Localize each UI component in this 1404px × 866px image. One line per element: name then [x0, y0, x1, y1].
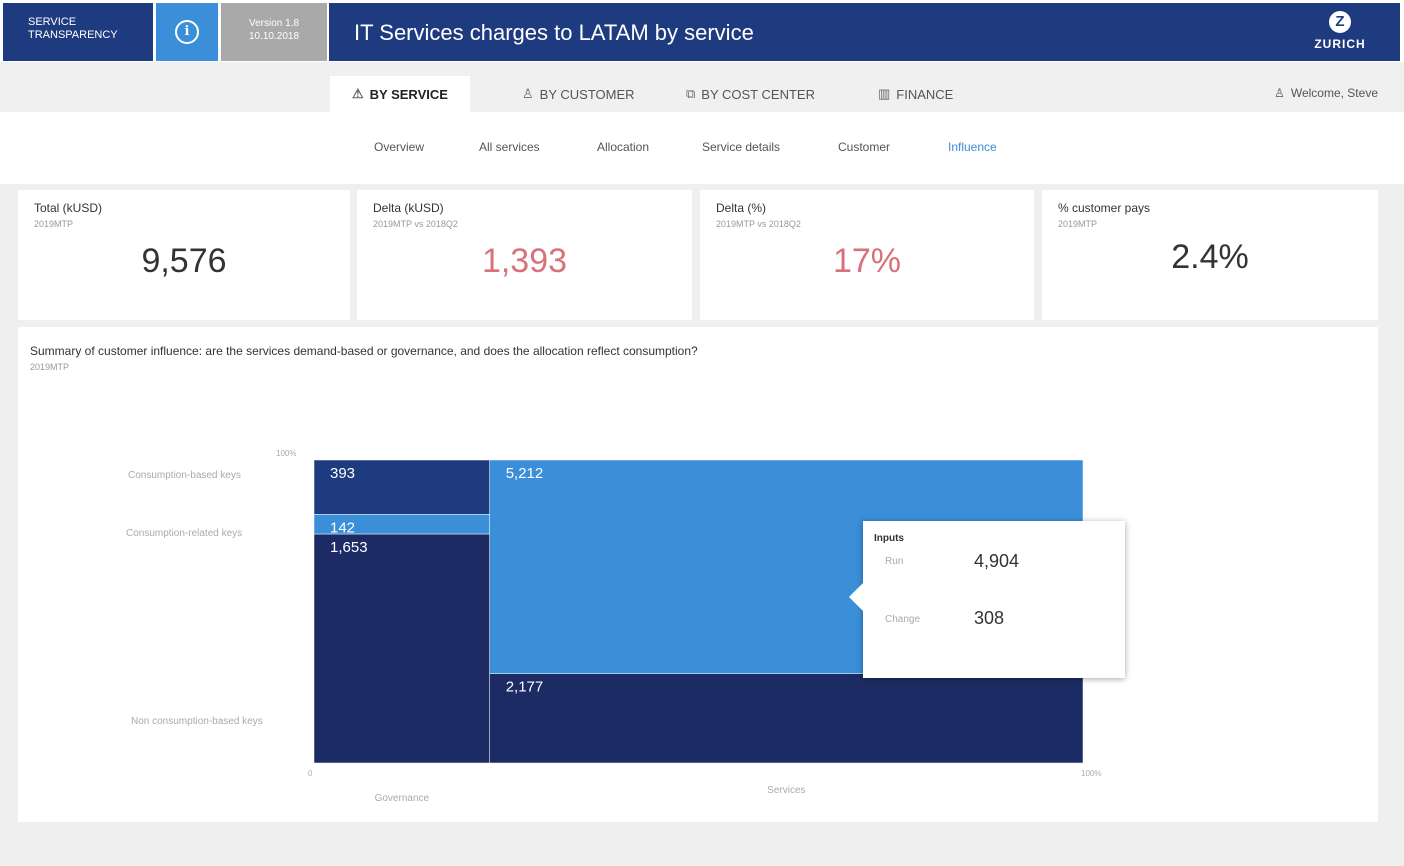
tooltip-value-change: 308: [974, 608, 1005, 628]
kpi-sub: 2019MTP: [1058, 219, 1098, 229]
tab-by-cost-center[interactable]: ⧉ BY COST CENTER: [686, 76, 815, 112]
tab-finance[interactable]: ▥ FINANCE: [878, 76, 953, 112]
subnav-customer[interactable]: Customer: [838, 140, 891, 154]
chart-title: Summary of customer influence: are the s…: [30, 344, 698, 358]
kpi-value: 9,576: [141, 242, 227, 280]
tab-by-customer[interactable]: ♙ BY CUSTOMER: [522, 76, 635, 112]
person-icon: ♙: [522, 86, 534, 101]
segment-value-label: 5,212: [506, 465, 544, 482]
zurich-mark-icon: Z: [1329, 11, 1351, 33]
x-axis-start-label: 0: [308, 769, 313, 778]
subnav-influence[interactable]: Influence: [948, 140, 997, 154]
tooltip-label-run: Run: [885, 556, 904, 567]
kpi-card-delta-kusd: Delta (kUSD) 2019MTP vs 2018Q2 1,393: [357, 190, 692, 320]
kpi-value: 2.4%: [1171, 238, 1249, 276]
main-nav: ⚠ BY SERVICE ♙ BY CUSTOMER ⧉ BY COST CEN…: [0, 62, 1404, 112]
sub-nav: Overview All services Allocation Service…: [0, 112, 1404, 184]
version-date: 10.10.2018: [248, 31, 300, 42]
zurich-logo-text: ZURICH: [1314, 37, 1366, 51]
tab-label: BY SERVICE: [369, 86, 448, 102]
brand-logo[interactable]: SERVICE TRANSPARENCY: [3, 3, 153, 61]
segment-value-label: 1,653: [330, 539, 368, 556]
subnav-service-details[interactable]: Service details: [702, 140, 781, 154]
tab-label: BY CUSTOMER: [539, 86, 635, 102]
tooltip-label-change: Change: [885, 614, 921, 625]
kpi-label: Delta (%): [716, 201, 767, 215]
mekko-segment[interactable]: [489, 673, 1084, 764]
kpi-sub: 2019MTP: [34, 219, 74, 229]
column-label: Governance: [375, 793, 430, 804]
subnav-allocation[interactable]: Allocation: [597, 140, 650, 154]
mekko-segment[interactable]: [313, 533, 490, 764]
zurich-logo: Z ZURICH: [1305, 11, 1375, 55]
subnav-overview[interactable]: Overview: [374, 140, 425, 154]
mekko-chart: 393 142 1,653 5,212 2,177 100% 0 100% Consumptio…: [126, 449, 1101, 804]
chart-subtitle: 2019MTP: [30, 362, 70, 372]
tab-label: FINANCE: [896, 86, 954, 102]
kpi-label: Delta (kUSD): [373, 201, 444, 215]
kpi-sub: 2019MTP vs 2018Q2: [373, 219, 458, 229]
info-icon: i: [175, 20, 199, 44]
org-chart-icon: ⧉: [686, 86, 696, 101]
warning-triangle-icon: ⚠: [352, 86, 364, 101]
mekko-segment[interactable]: [313, 459, 490, 515]
kpi-label: Total (kUSD): [34, 201, 103, 215]
brand-line-2: TRANSPARENCY: [28, 29, 118, 41]
chart-panel: Summary of customer influence: are the s…: [18, 327, 1378, 822]
welcome-text: Welcome, Steve: [1290, 86, 1378, 100]
y-axis-top-label: 100%: [276, 449, 296, 458]
info-button[interactable]: i: [156, 3, 218, 61]
brand-line-1: SERVICE: [28, 16, 77, 28]
app-header: SERVICE TRANSPARENCY i Version 1.8 10.10…: [0, 0, 1404, 62]
segment-value-label: 393: [330, 465, 355, 482]
version-number: Version 1.8: [248, 18, 300, 29]
kpi-label: % customer pays: [1058, 201, 1151, 215]
segment-value-label: 2,177: [506, 679, 544, 696]
kpi-value: 1,393: [481, 242, 568, 280]
kpi-card-total: Total (kUSD) 2019MTP 9,576: [18, 190, 350, 320]
chart-tooltip: Inputs Run 4,904 Change 308: [849, 521, 1125, 678]
kpi-sub: 2019MTP vs 2018Q2: [716, 219, 801, 229]
user-menu[interactable]: ♙ Welcome, Steve: [1274, 86, 1378, 100]
row-label: Non consumption-based keys: [131, 716, 263, 727]
tooltip-title: Inputs: [874, 533, 904, 544]
subnav-all-services[interactable]: All services: [479, 140, 540, 154]
kpi-card-customer-pays: % customer pays 2019MTP 2.4%: [1042, 190, 1378, 320]
kpi-card-delta-percent: Delta (%) 2019MTP vs 2018Q2 17%: [700, 190, 1034, 320]
segment-value-label: 142: [330, 519, 355, 536]
row-label: Consumption-related keys: [126, 528, 242, 539]
column-label: Services: [767, 785, 805, 796]
page-title: IT Services charges to LATAM by service: [354, 20, 754, 45]
row-label: Consumption-based keys: [128, 470, 241, 481]
title-bar: IT Services charges to LATAM by service …: [329, 3, 1400, 61]
user-icon: ♙: [1274, 86, 1285, 100]
tab-label: BY COST CENTER: [701, 86, 815, 102]
x-axis-end-label: 100%: [1081, 769, 1101, 778]
tab-by-service[interactable]: ⚠ BY SERVICE: [330, 76, 470, 112]
document-icon: ▥: [878, 86, 891, 101]
tooltip-value-run: 4,904: [974, 551, 1020, 571]
version-badge: Version 1.8 10.10.2018: [221, 3, 327, 61]
kpi-value: 17%: [832, 242, 902, 280]
